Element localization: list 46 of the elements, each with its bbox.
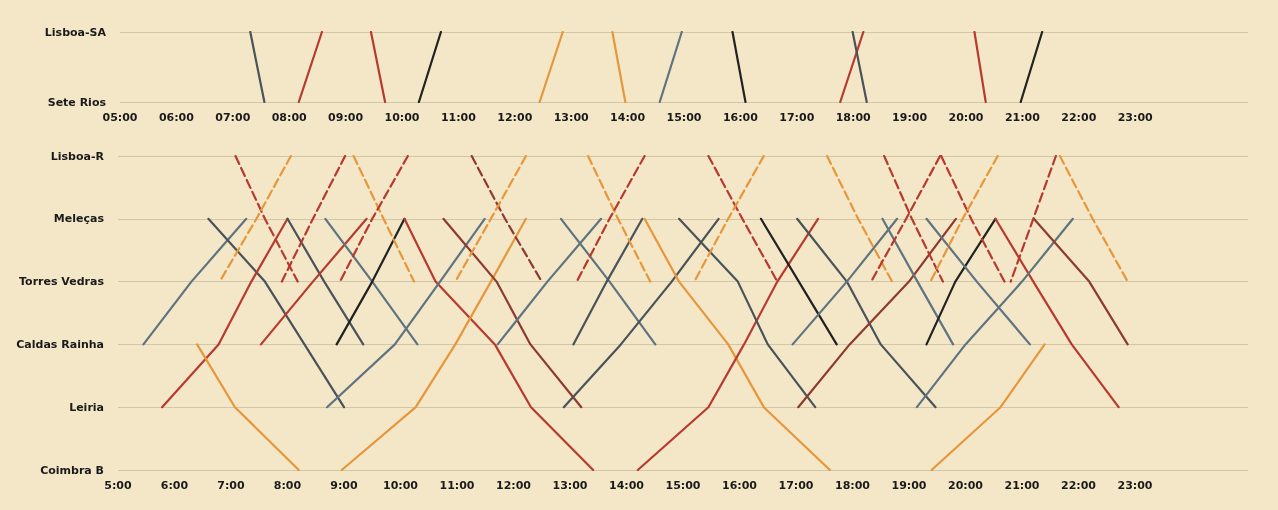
x-tick-label: 7:00 <box>217 479 246 492</box>
x-tick-label: 05:00 <box>102 111 138 124</box>
x-tick-label: 12:00 <box>495 479 532 492</box>
x-tick-label: 09:00 <box>328 111 364 124</box>
y-tick-label: Meleças <box>53 212 105 226</box>
x-tick-label: 17:00 <box>778 479 814 492</box>
x-tick-label: 23:00 <box>1117 111 1154 124</box>
y-tick-label: Leiria <box>69 400 104 414</box>
x-tick-label: 17:00 <box>779 111 815 124</box>
x-tick-label: 11:00 <box>440 111 477 124</box>
x-tick-label: 9:00 <box>330 479 359 492</box>
x-tick-label: 23:00 <box>1117 479 1153 492</box>
x-tick-label: 12:00 <box>497 111 533 124</box>
x-tick-label: 6:00 <box>160 479 189 492</box>
x-tick-label: 18:00 <box>834 479 871 492</box>
x-tick-label: 07:00 <box>215 111 251 124</box>
x-tick-label: 15:00 <box>666 111 702 124</box>
x-tick-label: 08:00 <box>271 111 308 124</box>
x-tick-label: 18:00 <box>835 111 872 124</box>
x-tick-label: 14:00 <box>608 479 645 492</box>
y-tick-label: Caldas Rainha <box>16 337 104 351</box>
x-tick-label: 06:00 <box>158 111 195 124</box>
y-tick-label: Sete Rios <box>47 95 107 109</box>
x-tick-label: 10:00 <box>384 111 420 124</box>
x-tick-label: 10:00 <box>382 479 419 492</box>
x-tick-label: 13:00 <box>553 111 590 124</box>
x-tick-label: 20:00 <box>947 479 984 492</box>
x-tick-label: 13:00 <box>552 479 588 492</box>
x-tick-label: 22:00 <box>1060 479 1097 492</box>
y-tick-label: Coimbra B <box>40 463 104 477</box>
x-tick-label: 15:00 <box>665 479 701 492</box>
x-tick-label: 5:00 <box>104 479 133 492</box>
x-tick-label: 19:00 <box>891 479 927 492</box>
x-tick-label: 19:00 <box>892 111 928 124</box>
x-tick-label: 16:00 <box>721 479 758 492</box>
y-tick-label: Lisboa-R <box>50 149 105 163</box>
x-tick-label: 16:00 <box>722 111 759 124</box>
x-tick-label: 14:00 <box>610 111 646 124</box>
y-tick-label: Lisboa-SA <box>44 25 107 39</box>
x-tick-label: 20:00 <box>948 111 984 124</box>
x-tick-label: 21:00 <box>1004 111 1041 124</box>
x-tick-label: 21:00 <box>1004 479 1040 492</box>
y-tick-label: Torres Vedras <box>19 275 105 289</box>
x-tick-label: 8:00 <box>273 479 302 492</box>
x-tick-label: 11:00 <box>439 479 475 492</box>
x-tick-label: 22:00 <box>1061 111 1097 124</box>
